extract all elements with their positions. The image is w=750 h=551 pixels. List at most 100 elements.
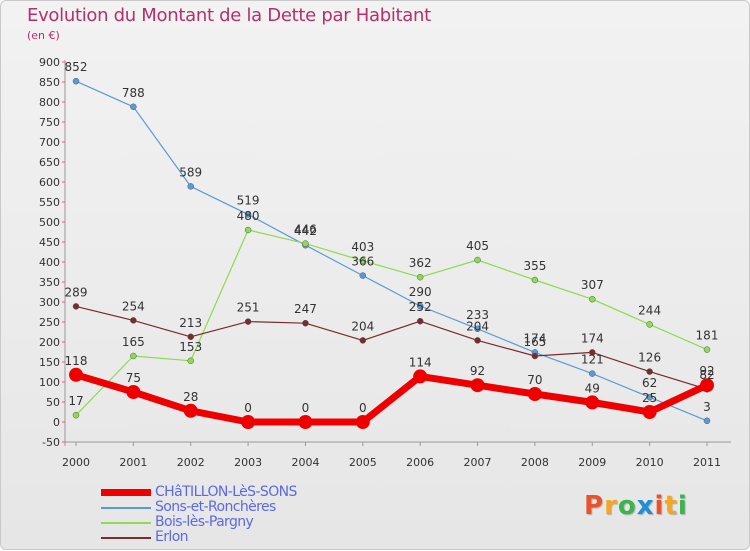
- chart-title: Evolution du Montant de la Dette par Hab…: [27, 5, 431, 26]
- logo-letter: P: [584, 491, 605, 521]
- y-tick-label: 300: [39, 296, 60, 309]
- data-label: 446: [294, 223, 317, 237]
- series-line-2: [75, 229, 708, 416]
- data-point: [244, 211, 252, 218]
- data-label: 233: [466, 308, 489, 322]
- data-point: [703, 417, 711, 425]
- data-point: [474, 337, 481, 344]
- y-tick-label: 200: [39, 336, 60, 349]
- data-point: [130, 317, 137, 324]
- y-tick-label: 250: [39, 316, 60, 329]
- data-label: 307: [581, 278, 604, 292]
- data-point: [187, 357, 194, 365]
- y-tick-label: 600: [39, 176, 60, 189]
- data-point: [244, 318, 252, 325]
- legend-swatch: [101, 489, 151, 496]
- data-point: [302, 319, 309, 327]
- x-tick-label: 2010: [636, 456, 664, 469]
- data-point: [589, 295, 596, 303]
- data-point: [302, 240, 309, 247]
- logo-letter: i: [677, 491, 688, 521]
- data-label: 247: [294, 302, 317, 316]
- data-point: [527, 387, 542, 401]
- data-label: 204: [466, 319, 489, 333]
- data-point: [413, 369, 428, 384]
- data-label: 165: [523, 335, 546, 349]
- data-point: [474, 325, 481, 333]
- data-label: 403: [351, 240, 374, 254]
- data-point: [244, 226, 252, 234]
- data-label: 92: [699, 364, 714, 378]
- y-tick-label: 850: [39, 76, 60, 89]
- data-point: [126, 385, 141, 399]
- logo-letter: o: [617, 491, 637, 521]
- y-tick-label: -50: [42, 436, 60, 449]
- data-label: 28: [183, 390, 198, 404]
- legend-swatch: [101, 522, 151, 524]
- x-tick-label: 2005: [349, 456, 377, 469]
- data-label: 17: [68, 394, 83, 408]
- legend-swatch: [101, 537, 151, 539]
- legend-label: CHâTILLON-LèS-SONS: [155, 484, 297, 500]
- y-tick-label: 800: [39, 96, 60, 109]
- y-tick-label: 150: [39, 356, 60, 369]
- data-point: [589, 370, 596, 377]
- data-label: 366: [351, 255, 374, 269]
- y-tick-label: 100: [39, 376, 60, 389]
- data-label: 355: [523, 259, 546, 273]
- legend-label: Bois-lès-Pargny: [155, 514, 254, 530]
- data-label: 25: [642, 391, 657, 405]
- series-line-1: [75, 80, 708, 422]
- data-point: [589, 349, 596, 356]
- y-tick-label: 900: [39, 56, 60, 69]
- data-point: [69, 367, 83, 382]
- data-label: 3: [703, 400, 711, 414]
- data-label: 589: [179, 165, 202, 179]
- y-tick-label: 700: [39, 136, 60, 149]
- data-point: [359, 272, 367, 279]
- data-label: 49: [585, 381, 600, 395]
- data-point: [700, 378, 714, 393]
- data-point: [183, 403, 198, 418]
- data-label: 0: [359, 401, 367, 415]
- data-label: 290: [409, 285, 432, 299]
- data-point: [416, 302, 424, 310]
- data-label: 62: [642, 376, 657, 390]
- data-label: 174: [523, 331, 546, 345]
- data-label: 75: [126, 371, 141, 385]
- x-tick-label: 2009: [578, 456, 606, 469]
- y-tick-label: 400: [39, 256, 60, 269]
- x-tick-label: 2000: [62, 456, 90, 469]
- data-label: 0: [244, 401, 252, 415]
- data-point: [187, 183, 194, 190]
- data-point: [416, 317, 424, 325]
- data-label: 118: [65, 354, 88, 368]
- data-point: [703, 346, 711, 353]
- data-label: 204: [351, 319, 374, 333]
- data-label: 405: [466, 239, 489, 253]
- data-point: [130, 352, 137, 360]
- data-point: [298, 415, 313, 429]
- data-point: [187, 333, 194, 341]
- data-point: [130, 103, 137, 111]
- data-label: 362: [409, 256, 432, 270]
- data-point: [646, 393, 653, 401]
- legend-label: Sons-et-Ronchères: [155, 499, 276, 515]
- data-label: 788: [122, 86, 145, 100]
- data-point: [470, 378, 485, 393]
- data-point: [646, 321, 653, 328]
- data-label: 121: [581, 353, 604, 367]
- data-label: 70: [527, 373, 542, 387]
- y-tick-label: 450: [39, 236, 60, 249]
- x-tick-label: 2002: [177, 456, 205, 469]
- data-point: [359, 337, 367, 344]
- x-tick-label: 2007: [464, 456, 492, 469]
- logo-letter: x: [636, 491, 655, 521]
- legend-swatch: [101, 507, 151, 509]
- y-tick-label: 50: [46, 396, 60, 409]
- data-point: [72, 77, 80, 85]
- x-tick-label: 2004: [291, 456, 319, 469]
- logo-letter: r: [604, 491, 618, 521]
- data-label: 289: [65, 285, 88, 299]
